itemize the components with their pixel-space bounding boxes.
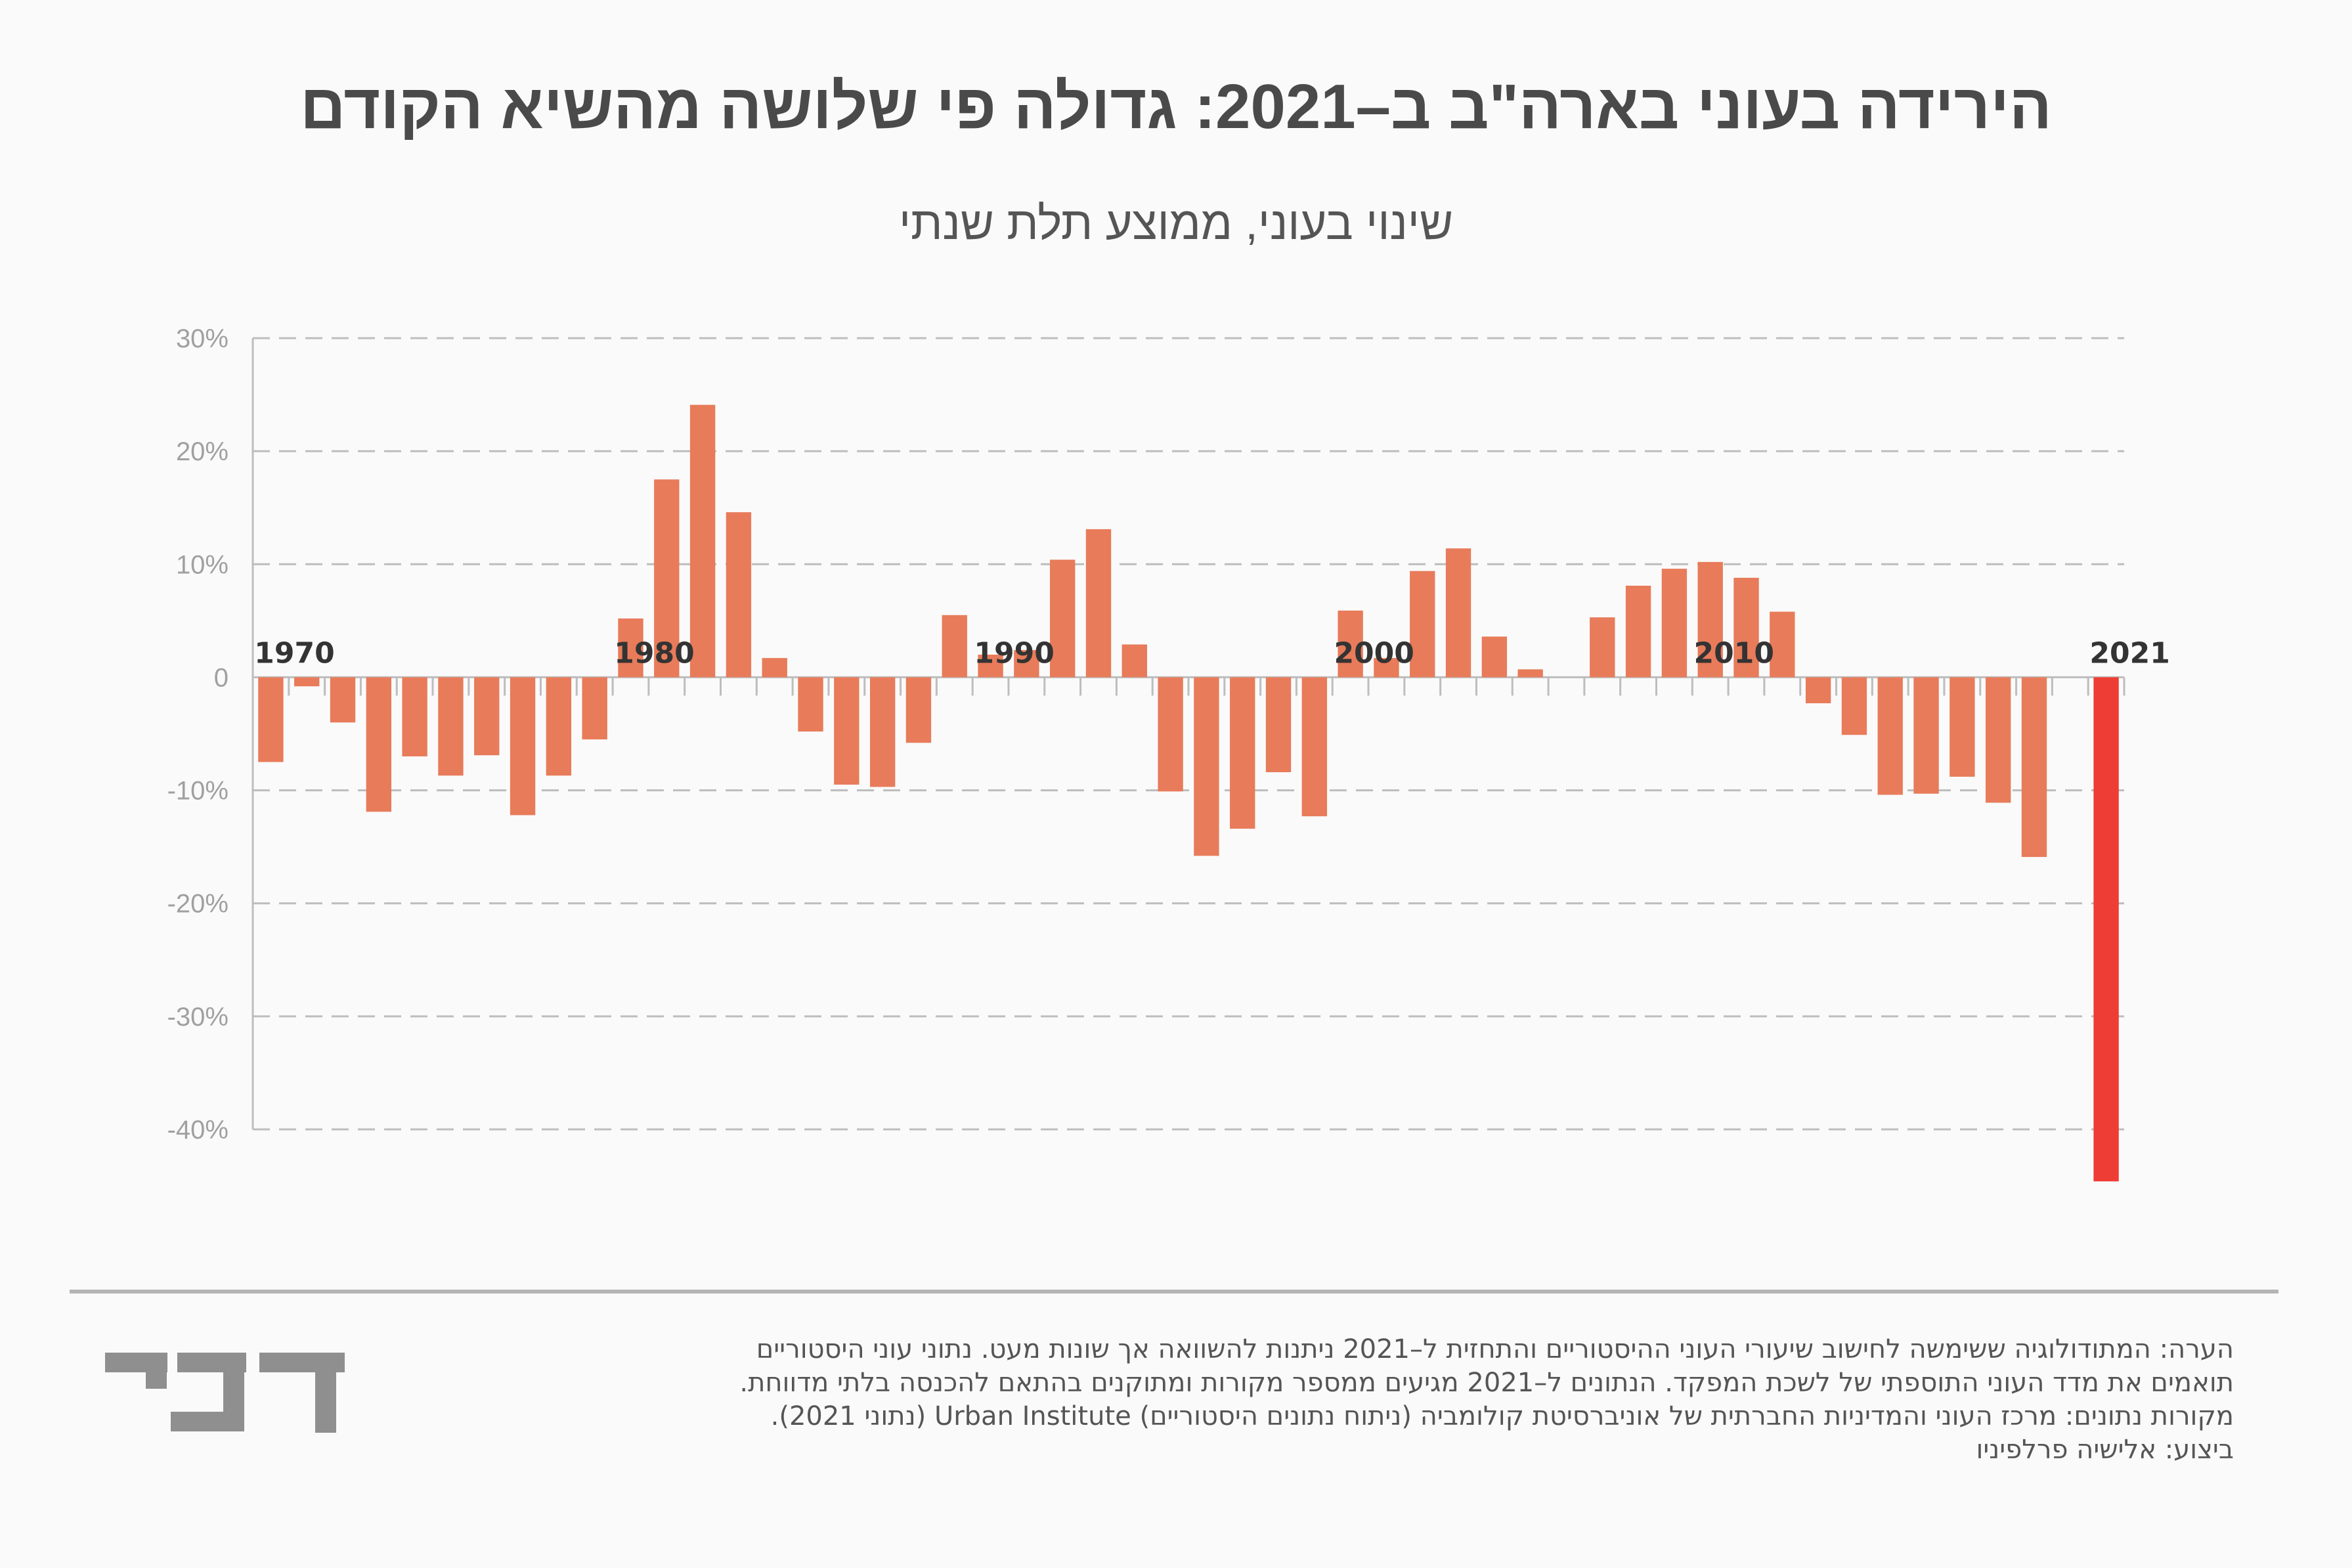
- y-tick-label: 20%: [176, 437, 229, 466]
- y-tick-label: -30%: [167, 1003, 229, 1032]
- bar: [438, 677, 464, 776]
- chart-subtitle: שינוי בעוני, ממוצע תלת שנתי: [898, 198, 1454, 249]
- y-tick-label: 30%: [176, 324, 229, 353]
- bar: [1194, 677, 1219, 856]
- bar: [1841, 677, 1867, 735]
- y-tick-label: 10%: [176, 550, 229, 579]
- bar: [366, 677, 392, 812]
- bar: [1985, 677, 2011, 803]
- bar: [1049, 559, 1076, 678]
- y-tick-label: -10%: [167, 777, 229, 806]
- decade-label: 2021: [2089, 636, 2169, 670]
- y-tick-label: -40%: [167, 1116, 229, 1144]
- grid-lines: [253, 337, 2124, 1131]
- bar: [1770, 611, 1795, 678]
- bar: [582, 677, 607, 740]
- bar: [1805, 677, 1831, 704]
- bar: [1338, 610, 1363, 678]
- y-tick-label: 0: [214, 663, 229, 692]
- decade-label: 1980: [614, 636, 694, 670]
- bar: [618, 618, 643, 678]
- credit-line: ביצוע: אלישיה פרלפיניו: [1976, 1435, 2234, 1465]
- decade-label: 2010: [1694, 636, 1774, 670]
- bar: [546, 677, 572, 776]
- bar: [2093, 677, 2119, 1182]
- bar: [1301, 677, 1328, 817]
- decade-label: 1990: [974, 636, 1054, 670]
- bar-chart: 30% 20% 10% 0 -10% -20% -30% -40% 1970 1980 1990 20…: [167, 324, 2170, 1182]
- bar: [1158, 677, 1183, 792]
- decade-label: 2000: [1334, 636, 1414, 670]
- bar: [1697, 561, 1723, 678]
- bar: [510, 677, 536, 816]
- bar: [834, 677, 860, 785]
- bar: [689, 404, 716, 678]
- footer-notes: הערה: המתודולוגיה ששימשה לחישוב שיעורי ה…: [527, 1333, 2234, 1467]
- bar: [258, 677, 284, 762]
- bar: [1230, 677, 1255, 829]
- bar: [1949, 677, 1975, 777]
- bar: [1014, 650, 1039, 678]
- bar: [1445, 548, 1471, 678]
- decade-label: 1970: [254, 636, 334, 670]
- davar-logo: [105, 1353, 345, 1433]
- bar: [798, 677, 823, 732]
- bar: [330, 677, 356, 723]
- bar: [869, 677, 896, 787]
- bar: [1085, 529, 1112, 678]
- footer-divider: [70, 1290, 2278, 1294]
- bar: [1517, 669, 1543, 678]
- bar: [1265, 677, 1292, 773]
- bar: [762, 658, 787, 678]
- bar: [1590, 617, 1615, 678]
- bar: [1481, 636, 1508, 678]
- chart-title: הירידה בעוני בארה"ב ב–2021: גדולה פי שלו…: [300, 72, 2052, 142]
- bar: [402, 677, 427, 756]
- bar: [978, 655, 1003, 678]
- bar: [1122, 644, 1147, 678]
- labels: 30% 20% 10% 0 -10% -20% -30% -40% 1970 1980 1990 20…: [167, 324, 2170, 1144]
- bars: [258, 404, 2119, 1182]
- note-line: תואמים את מדד העוני התוספתי של לשכת המפק…: [739, 1368, 2234, 1398]
- bar: [905, 677, 932, 743]
- bar: [654, 479, 680, 678]
- bar: [942, 615, 967, 678]
- bar: [1913, 677, 1939, 794]
- source-line: מקורות נתונים: מרכז העוני והמדיניות החבר…: [770, 1401, 2234, 1431]
- note-line: הערה: המתודולוגיה ששימשה לחישוב שיעורי ה…: [756, 1334, 2234, 1364]
- bar: [1374, 658, 1399, 678]
- bar: [2021, 677, 2047, 858]
- bar: [294, 677, 320, 687]
- bar: [1661, 569, 1688, 678]
- bar: [726, 512, 752, 678]
- bar: [1625, 585, 1651, 678]
- bar: [1733, 577, 1759, 678]
- y-tick-label: -20%: [167, 890, 229, 919]
- bar: [474, 677, 500, 756]
- bar: [1877, 677, 1903, 795]
- bar: [1410, 571, 1435, 678]
